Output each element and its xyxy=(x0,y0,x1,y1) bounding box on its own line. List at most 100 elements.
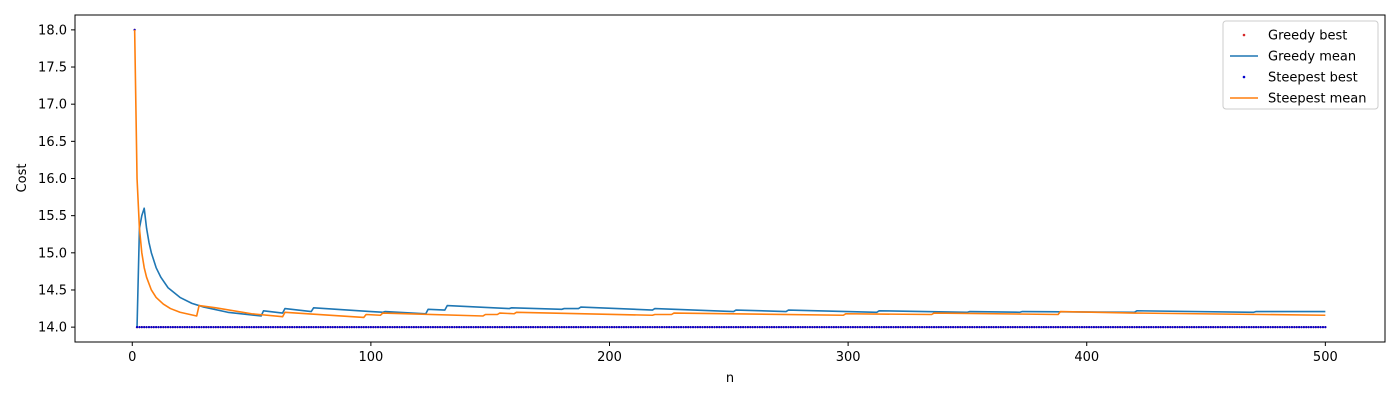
point-steepest-best-23 xyxy=(188,326,191,329)
point-steepest-best-447 xyxy=(1200,326,1203,329)
point-steepest-best-307 xyxy=(866,326,869,329)
point-steepest-best-87 xyxy=(341,326,344,329)
point-steepest-best-499 xyxy=(1324,326,1327,329)
point-steepest-best-299 xyxy=(847,326,850,329)
point-steepest-best-400 xyxy=(1088,326,1091,329)
point-steepest-best-417 xyxy=(1128,326,1131,329)
point-steepest-best-170 xyxy=(539,326,542,329)
point-steepest-best-467 xyxy=(1247,326,1251,329)
point-steepest-best-457 xyxy=(1224,326,1227,329)
point-steepest-best-95 xyxy=(360,326,363,329)
point-steepest-best-11 xyxy=(159,326,162,329)
point-steepest-best-74 xyxy=(310,326,313,329)
point-steepest-best-51 xyxy=(255,326,258,329)
point-steepest-best-366 xyxy=(1006,326,1010,329)
point-steepest-best-53 xyxy=(260,326,263,329)
point-steepest-best-337 xyxy=(937,326,940,329)
point-steepest-best-245 xyxy=(718,326,721,329)
point-steepest-best-48 xyxy=(248,326,251,329)
point-steepest-best-343 xyxy=(952,326,955,329)
point-steepest-best-284 xyxy=(811,326,814,329)
point-steepest-best-444 xyxy=(1193,326,1196,329)
point-steepest-best-121 xyxy=(422,326,425,329)
point-steepest-best-125 xyxy=(431,326,435,329)
point-steepest-best-351 xyxy=(971,326,974,329)
point-steepest-best-86 xyxy=(338,326,341,329)
point-steepest-best-27 xyxy=(197,326,201,329)
x-axis-label: n xyxy=(726,371,734,386)
point-steepest-best-126 xyxy=(434,326,437,329)
point-steepest-best-123 xyxy=(427,326,430,329)
point-steepest-best-75 xyxy=(312,326,315,329)
point-steepest-best-384 xyxy=(1049,326,1053,329)
point-steepest-best-263 xyxy=(761,326,764,329)
point-steepest-best-203 xyxy=(617,326,621,329)
point-steepest-best-207 xyxy=(627,326,630,329)
point-steepest-best-101 xyxy=(374,326,377,329)
point-steepest-best-406 xyxy=(1102,326,1105,329)
point-steepest-best-485 xyxy=(1290,326,1294,329)
point-steepest-best-298 xyxy=(844,326,847,329)
point-steepest-best-199 xyxy=(608,326,611,329)
point-steepest-best-67 xyxy=(293,326,296,329)
point-steepest-best-413 xyxy=(1119,326,1122,329)
point-steepest-best-267 xyxy=(770,326,773,329)
point-steepest-best-92 xyxy=(353,326,356,329)
point-steepest-best-167 xyxy=(532,326,535,329)
point-steepest-best-145 xyxy=(479,326,482,329)
point-steepest-best-1 xyxy=(135,326,139,329)
point-steepest-best-57 xyxy=(269,326,272,329)
y-axis-label: Cost xyxy=(15,164,30,193)
point-steepest-best-486 xyxy=(1293,326,1296,329)
point-steepest-best-354 xyxy=(978,326,981,329)
point-steepest-best-470 xyxy=(1255,326,1258,329)
point-steepest-best-183 xyxy=(570,326,573,329)
point-steepest-best-114 xyxy=(405,326,408,329)
point-steepest-best-453 xyxy=(1214,326,1217,329)
point-steepest-best-175 xyxy=(551,326,554,329)
legend-label-greedy-mean: Greedy mean xyxy=(1268,50,1356,65)
point-steepest-best-154 xyxy=(501,326,504,329)
point-steepest-best-350 xyxy=(968,326,971,329)
point-steepest-best-398 xyxy=(1083,326,1086,329)
point-steepest-best-146 xyxy=(481,326,485,329)
point-steepest-best-426 xyxy=(1150,326,1153,329)
point-steepest-best-482 xyxy=(1283,326,1286,329)
point-steepest-best-98 xyxy=(367,326,370,329)
point-steepest-best-235 xyxy=(694,326,697,329)
point-steepest-best-76 xyxy=(314,326,318,329)
point-steepest-best-52 xyxy=(257,326,260,329)
point-steepest-best-357 xyxy=(985,326,988,329)
point-steepest-best-5 xyxy=(145,326,148,329)
point-steepest-best-153 xyxy=(498,326,501,329)
point-steepest-best-81 xyxy=(326,326,330,329)
point-steepest-best-107 xyxy=(388,326,392,329)
point-steepest-best-405 xyxy=(1099,326,1103,329)
point-steepest-best-20 xyxy=(181,326,184,329)
point-steepest-best-122 xyxy=(424,326,427,329)
point-steepest-best-241 xyxy=(708,326,711,329)
point-steepest-best-102 xyxy=(376,326,380,329)
point-steepest-best-465 xyxy=(1243,326,1246,329)
point-steepest-best-469 xyxy=(1252,326,1255,329)
point-steepest-best-262 xyxy=(758,326,761,329)
point-steepest-best-13 xyxy=(164,326,167,329)
point-steepest-best-222 xyxy=(663,326,666,329)
point-steepest-best-252 xyxy=(734,326,738,329)
point-steepest-best-233 xyxy=(689,326,692,329)
point-steepest-best-131 xyxy=(446,326,449,329)
point-steepest-best-323 xyxy=(904,326,907,329)
y-axis: 14.0 14.5 15.0 15.5 16.0 16.5 17.0 17.5 18.0 xyxy=(38,23,75,336)
point-steepest-best-224 xyxy=(668,326,671,329)
point-steepest-best-374 xyxy=(1025,326,1029,329)
point-steepest-best-416 xyxy=(1126,326,1129,329)
point-steepest-best-160 xyxy=(515,326,518,329)
point-steepest-best-320 xyxy=(897,326,900,329)
point-steepest-best-25 xyxy=(193,326,196,329)
point-steepest-best-206 xyxy=(625,326,628,329)
point-steepest-best-294 xyxy=(835,326,838,329)
x-tick-label-4: 400 xyxy=(1074,350,1099,365)
point-steepest-best-147 xyxy=(484,326,487,329)
point-steepest-best-54 xyxy=(262,326,265,329)
point-steepest-best-274 xyxy=(787,326,790,329)
